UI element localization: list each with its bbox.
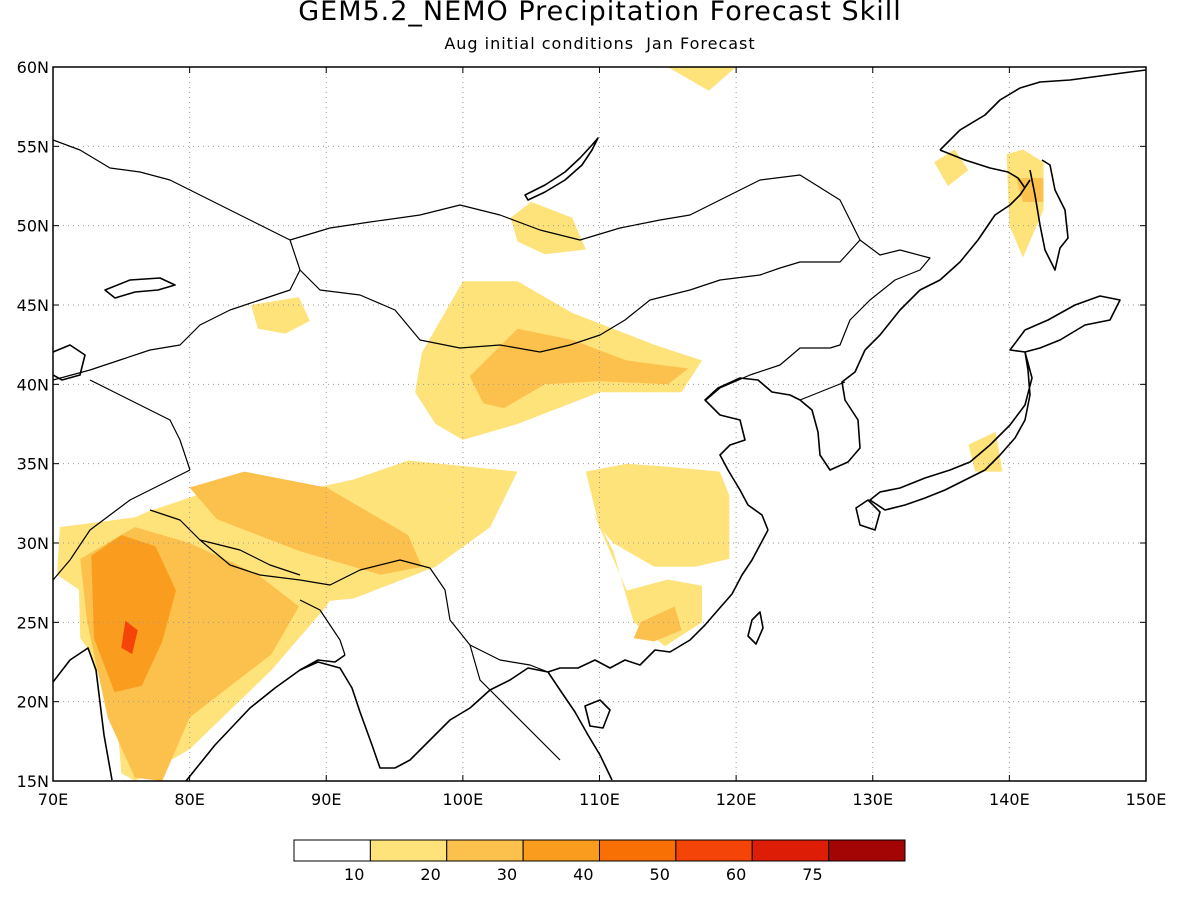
lat-tick-label: 30N: [17, 534, 49, 553]
coastline-indochina: [394, 667, 613, 781]
legend-label: 40: [573, 865, 593, 884]
legend-swatch: [369, 839, 448, 862]
coastline-japan-honshu: [869, 351, 1033, 511]
lake-balkhash: [104, 277, 176, 299]
border-china-mongolia: [289, 239, 861, 353]
legend-label: 20: [420, 865, 440, 884]
lake-baikal: [524, 137, 599, 201]
border-china-west: [89, 379, 191, 471]
border-bangladesh: [299, 599, 346, 656]
lat-tick-label: 50N: [17, 217, 49, 236]
skill-region-9: [633, 606, 682, 642]
lat-tick-label: 25N: [17, 613, 49, 632]
coastline-russia-east: [864, 179, 1031, 351]
lat-tick-label: 40N: [17, 375, 49, 394]
lon-tick-label: 70E: [38, 790, 68, 809]
legend-label: 30: [497, 865, 517, 884]
lon-tick-label: 140E: [989, 790, 1030, 809]
legend-label: 75: [802, 865, 822, 884]
legend-swatch: [522, 839, 600, 862]
skill-region-7: [469, 328, 689, 409]
skill-shading-layer: [57, 67, 1044, 781]
border-nepal: [199, 539, 301, 576]
legend-label: 60: [726, 865, 746, 884]
coastline-okhotsk: [939, 69, 1146, 151]
legend-label: 10: [344, 865, 364, 884]
lon-tick-label: 150E: [1126, 790, 1167, 809]
border-himalaya: [149, 509, 431, 586]
skill-region-11: [251, 297, 310, 334]
skill-region-5: [121, 620, 138, 655]
lat-tick-label: 15N: [17, 772, 49, 791]
legend-swatch: [446, 839, 524, 862]
coastline-sakhalin: [1029, 159, 1069, 271]
lat-tick-label: 55N: [17, 137, 49, 156]
coastline-japan-kyushu: [855, 499, 881, 531]
coastline-aral: [53, 344, 86, 381]
axis-labels: 70E 80E 90E 100E 110E 120E 130E 140E 150E 15N 20N 2…: [17, 58, 1167, 809]
lat-tick-label: 20N: [17, 693, 49, 712]
coastline-india-east: [185, 661, 395, 781]
coastline-india: [53, 647, 113, 781]
border-kazakhstan-south: [53, 269, 301, 381]
skill-region-16: [667, 67, 737, 91]
color-legend: 10 20 30 40 50 60 75: [293, 839, 906, 884]
coastline-bengal: [299, 654, 346, 671]
skill-region-8: [585, 463, 730, 647]
border-laos-vietnam: [469, 644, 561, 761]
coastline-okhotsk-south: [939, 149, 1026, 189]
map-title: GEM5.2_NEMO Precipitation Forecast Skill: [298, 0, 902, 27]
legend-swatch: [599, 839, 677, 862]
legend-swatch: [675, 839, 753, 862]
border-mongolia: [289, 174, 931, 401]
country-borders: [53, 139, 931, 761]
lat-tick-label: 60N: [17, 58, 49, 77]
lon-tick-label: 80E: [174, 790, 204, 809]
lat-tick-label: 45N: [17, 296, 49, 315]
legend-swatch: [293, 839, 371, 862]
lat-tick-label: 35N: [17, 455, 49, 474]
border-pakistan: [53, 469, 191, 581]
coastline-taiwan: [747, 611, 764, 645]
lon-tick-label: 120E: [716, 790, 757, 809]
skill-region-10: [510, 201, 586, 255]
legend-swatch: [828, 839, 906, 862]
lon-tick-label: 130E: [852, 790, 893, 809]
skill-region-3: [189, 471, 422, 575]
coastlines: [53, 69, 1146, 781]
lon-tick-label: 110E: [579, 790, 620, 809]
legend-swatch: [751, 839, 830, 862]
coastline-japan-hokkaido: [1009, 295, 1121, 353]
axis-tick-marks: [52, 66, 1147, 782]
border-kazakhstan: [53, 139, 291, 241]
lon-tick-label: 100E: [443, 790, 484, 809]
coastline-korea: [799, 349, 866, 471]
coastline-vietnam: [547, 529, 769, 673]
legend-label: 50: [650, 865, 670, 884]
border-north-korea: [799, 381, 846, 401]
map-subtitle: Aug initial conditions Jan Forecast: [444, 34, 756, 53]
coastline-hainan: [584, 699, 611, 729]
lon-tick-label: 90E: [311, 790, 341, 809]
skill-region-4: [91, 535, 176, 693]
coastline-east-china: [704, 377, 801, 531]
